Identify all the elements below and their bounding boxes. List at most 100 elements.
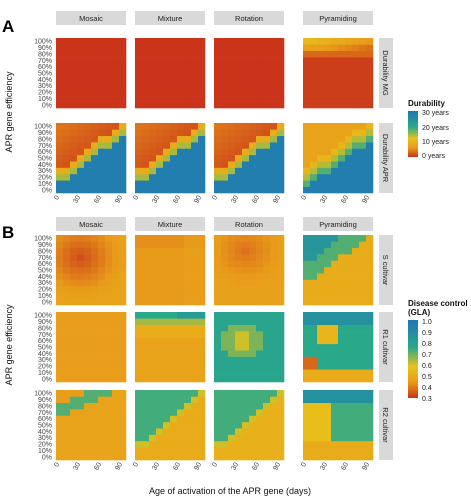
b-r1-mixture-cell [170,350,178,357]
b-r2-mixture-cell [184,440,192,448]
b-r1-mixture-cell [198,331,206,338]
a-mg-mosaic-cell [70,63,78,71]
a-mg-rotation-cell [242,88,250,96]
b-s-rotation-cell [214,298,222,306]
a-mg-mixture-cell [177,88,185,96]
a-apr-mixture-cell [156,148,164,156]
b-s-mosaic-cell [105,254,113,261]
a-mg-pyramiding-cell [331,101,339,109]
a-mg-rotation-cell [256,101,264,109]
b-r1-rotation-cell [242,369,250,376]
b-r2-rotation-cell [221,409,229,416]
a-apr-mixture-cell [198,129,206,137]
b-s-pyramiding-cell [303,254,311,261]
b-r1-mixture-cell [156,318,164,326]
b-r1-mixture-cell [135,324,143,332]
b-r1-pyramiding-cell [359,324,367,332]
b-s-pyramiding-cell [366,235,374,242]
b-r2-pyramiding-cell [331,447,339,454]
b-r1-mixture-cell [184,318,192,326]
b-r1-mixture-cell [149,337,157,345]
b-r2-rotation-cell [256,415,264,423]
b-r1-mosaic-cell [77,356,85,364]
a-mg-rotation-cell [256,38,264,45]
a-mg-mosaic-cell [105,44,113,52]
b-r2-mosaic-cell [112,390,120,397]
b-r1-mixture-cell [170,312,178,319]
b-s-mixture-cell [191,285,199,293]
b-s-mixture-cell [149,298,157,306]
a-apr-rotation-cell [277,161,285,168]
b-r2-rotation-cell [256,402,264,410]
a-mg-mosaic-cell [70,57,78,64]
a-mg-mixture-cell [156,76,164,83]
b-r2-pyramiding-cell [338,434,346,442]
b-s-mosaic-cell [105,273,113,280]
b-r1-rotation-cell [249,337,257,345]
a-apr-mosaic-cell [91,142,99,149]
a-apr-rotation-cell [235,186,243,194]
legend-disease-control-title-2: (GLA) [408,308,431,317]
b-s-mosaic-cell [77,298,85,306]
b-s-mixture-cell [149,285,157,293]
b-r2-mosaic-cell [70,440,78,448]
b-r1-rotation-cell [221,350,229,357]
b-r2-pyramiding-cell [345,453,353,461]
a-mg-pyramiding-cell [352,82,360,90]
b-s-mixture-cell [163,285,171,293]
a-apr-mosaic-cell [70,161,78,168]
b-r1-rotation-cell [263,350,271,357]
b-s-pyramiding-cell [324,285,332,293]
b-r2-rotation-cell [214,440,222,448]
a-apr-mosaic-cell [119,129,127,137]
b-s-mosaic-cell [84,292,92,299]
b-s-mixture-cell [156,241,164,249]
b-r1-pyramiding-cell [310,375,318,383]
a-apr-pyramiding-cell [331,186,339,194]
a-mg-mixture-cell [163,57,171,64]
b-r1-mosaic-cell [105,356,113,364]
a-mg-mosaic-cell [77,44,85,52]
a-mg-pyramiding-cell [359,69,367,77]
b-r1-pyramiding-cell [317,337,325,345]
b-s-pyramiding-cell [331,235,339,242]
a-mg-mosaic-cell [119,95,127,102]
b-s-mixture-cell [163,279,171,287]
b-r1-mixture-cell [142,375,150,383]
b-s-pyramiding-cell [359,279,367,287]
b-r2-mosaic-cell [84,415,92,423]
a-mg-rotation-cell [242,57,250,64]
a-apr-pyramiding-cell [352,129,360,137]
x-tick-label: 30 [72,461,82,471]
b-s-mixture-cell [191,266,199,274]
strip-b-mixture: Mixture [158,220,183,229]
a-mg-mosaic-cell [77,82,85,90]
b-r2-pyramiding-cell [303,390,311,397]
a-mg-mosaic-cell [56,50,64,58]
b-s-mixture-cell [149,254,157,261]
b-r1-pyramiding-cell [352,350,360,357]
a-apr-pyramiding-cell [338,142,346,149]
b-r1-mixture-cell [149,312,157,319]
b-s-pyramiding-cell [345,285,353,293]
b-s-mosaic-cell [70,241,78,249]
a-mg-mosaic-cell [77,50,85,58]
a-apr-rotation-cell [235,148,243,156]
b-r2-mosaic-cell [105,453,113,461]
b-r2-mixture-cell [184,434,192,442]
b-r2-rotation-cell [270,453,278,461]
a-mg-mixture-cell [142,69,150,77]
b-r1-mosaic-cell [91,324,99,332]
a-apr-pyramiding-cell [366,186,374,194]
b-r2-mixture-cell [184,453,192,461]
a-mg-pyramiding-cell [366,44,374,52]
b-s-mixture-cell [198,285,206,293]
a-apr-mixture-cell [177,161,185,168]
b-r2-pyramiding-cell [345,402,353,410]
b-r2-rotation-cell [256,447,264,454]
a-mg-rotation-cell [263,76,271,83]
b-r2-mixture-cell [170,428,178,435]
a-apr-mosaic-cell [112,161,120,168]
a-apr-mixture-cell [149,154,157,162]
a-apr-mosaic-cell [105,123,113,130]
